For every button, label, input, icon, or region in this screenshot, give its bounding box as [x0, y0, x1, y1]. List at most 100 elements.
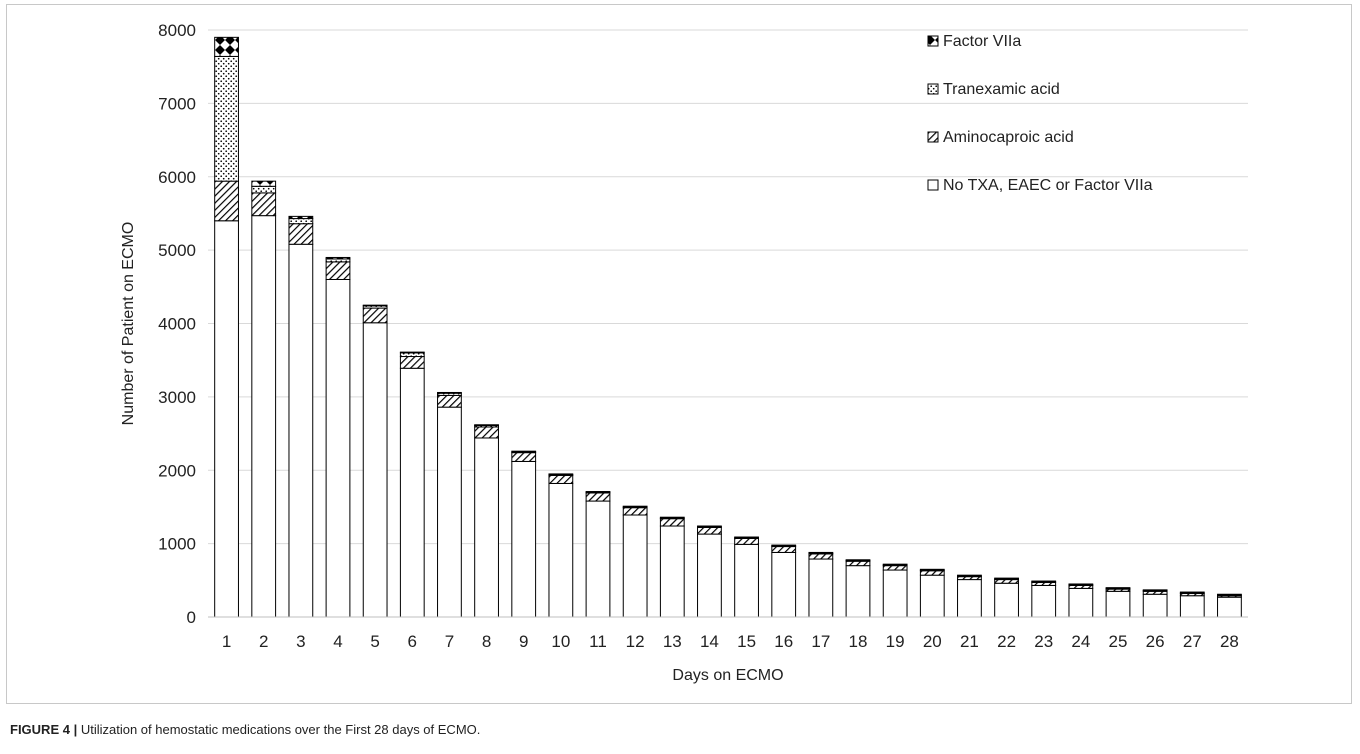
bar-segment-plain	[585, 500, 611, 618]
legend-item: Factor VIIa	[927, 33, 1021, 50]
bar-segment-plain	[808, 558, 834, 618]
bar-segment-plain	[1217, 596, 1242, 618]
y-tick-label: 8000	[158, 21, 196, 40]
bar-segment-checker	[1142, 589, 1168, 592]
bar-segment-plain	[659, 525, 685, 618]
bar-segment-checker	[622, 505, 648, 508]
bar-stack-day-4	[325, 256, 351, 618]
x-tick-label: 9	[519, 632, 528, 651]
bar-stack-day-19	[882, 563, 908, 618]
figure-frame	[6, 4, 1352, 704]
bar-stack-day-13	[659, 516, 685, 618]
bar-segment-plain	[1031, 584, 1057, 618]
x-tick-label: 22	[997, 632, 1016, 651]
bar-segment-diagonal	[288, 223, 314, 245]
bar-segment-plain	[697, 533, 722, 618]
y-tick-label: 5000	[158, 241, 196, 260]
bar-segment-checker	[1068, 583, 1094, 586]
bar-segment-diagonal	[214, 180, 239, 222]
bar-segment-plain	[474, 437, 499, 618]
caption-label: FIGURE 4 |	[10, 722, 78, 737]
bar-segment-plain	[994, 582, 1019, 618]
bar-stack-day-16	[771, 544, 797, 618]
x-tick-label: 14	[700, 632, 719, 651]
bar-stack-day-12	[622, 505, 648, 618]
bar-segment-plain	[399, 367, 425, 618]
legend-label: Aminocaproic acid	[943, 129, 1074, 146]
bar-segment-plain	[362, 322, 388, 618]
bar-segment-plain	[845, 565, 871, 618]
bar-segment-checker	[919, 568, 945, 571]
x-tick-label: 13	[663, 632, 682, 651]
x-tick-label: 17	[811, 632, 830, 651]
y-tick-label: 1000	[158, 535, 196, 554]
legend-item: Aminocaproic acid	[927, 129, 1074, 146]
bar-segment-diagonal	[511, 452, 537, 462]
x-tick-label: 4	[333, 632, 342, 651]
legend-item: No TXA, EAEC or Factor VIIa	[927, 177, 1153, 194]
bar-segment-checker	[771, 544, 797, 547]
bars	[214, 36, 1242, 618]
bar-stack-day-11	[585, 491, 611, 618]
x-tick-label: 27	[1183, 632, 1202, 651]
bar-stack-day-27	[1179, 591, 1205, 618]
bar-stack-day-20	[919, 568, 945, 618]
bar-segment-plain	[771, 551, 797, 618]
bar-segment-checker	[882, 563, 908, 566]
bar-segment-plain	[251, 215, 277, 618]
bar-segment-dots	[214, 55, 239, 182]
x-axis-ticks: 1 2 3 4 5 6 7 8 9 10 11 12 13 14 15 16 17 18 19 20 21 22 23 24 2…	[222, 632, 1239, 651]
bar-segment-diagonal	[474, 426, 499, 439]
bar-stack-day-21	[957, 574, 982, 618]
x-tick-label: 10	[551, 632, 570, 651]
bar-segment-dots	[288, 218, 314, 225]
bar-stack-day-23	[1031, 580, 1057, 618]
caption-text: Utilization of hemostatic medications ov…	[80, 722, 481, 737]
x-tick-label: 5	[370, 632, 379, 651]
bar-segment-plain	[1142, 593, 1168, 618]
bar-segment-diagonal	[325, 261, 351, 280]
bar-segment-plain	[288, 243, 314, 618]
bar-segment-plain	[622, 514, 648, 618]
x-axis-title: Days on ECMO	[672, 667, 783, 684]
bar-segment-diagonal	[845, 560, 871, 567]
bar-segment-plain	[1105, 590, 1131, 618]
y-tick-label: 6000	[158, 168, 196, 187]
y-tick-label: 0	[187, 608, 196, 627]
bar-segment-checker	[474, 424, 499, 426]
bar-stack-day-8	[474, 424, 499, 618]
legend-swatch	[927, 179, 939, 191]
x-tick-label: 11	[589, 632, 607, 651]
bar-segment-checker	[511, 450, 537, 453]
bar-segment-dots	[399, 352, 425, 358]
bar-segment-checker	[585, 491, 611, 493]
bar-segment-checker	[548, 473, 574, 476]
x-tick-label: 18	[849, 632, 868, 651]
bar-stack-day-26	[1142, 589, 1168, 618]
x-tick-label: 25	[1109, 632, 1128, 651]
legend-swatch	[927, 83, 939, 95]
bar-stack-day-22	[994, 577, 1019, 618]
bar-segment-diagonal	[697, 526, 722, 535]
legend-label: No TXA, EAEC or Factor VIIa	[943, 177, 1153, 194]
x-tick-label: 8	[482, 632, 491, 651]
y-tick-label: 7000	[158, 94, 196, 113]
bar-segment-diagonal	[734, 537, 759, 545]
y-tick-label: 3000	[158, 388, 196, 407]
x-tick-label: 20	[923, 632, 942, 651]
bar-segment-checker	[288, 215, 314, 220]
y-axis-title: Number of Patient on ECMO	[120, 222, 137, 426]
y-tick-label: 4000	[158, 315, 196, 334]
legend: Factor VIIa Tranexamic acid Aminocaproic a…	[927, 33, 1153, 194]
x-tick-label: 7	[445, 632, 454, 651]
bar-segment-checker	[214, 36, 239, 57]
bar-segment-checker	[1031, 580, 1057, 583]
legend-swatch	[927, 35, 939, 47]
bar-stack-day-2	[251, 180, 277, 618]
bar-segment-diagonal	[548, 474, 574, 484]
bar-segment-diagonal	[362, 307, 388, 324]
bar-segment-checker	[659, 516, 685, 519]
bar-stack-day-14	[697, 525, 722, 618]
bar-stack-day-7	[437, 391, 462, 618]
